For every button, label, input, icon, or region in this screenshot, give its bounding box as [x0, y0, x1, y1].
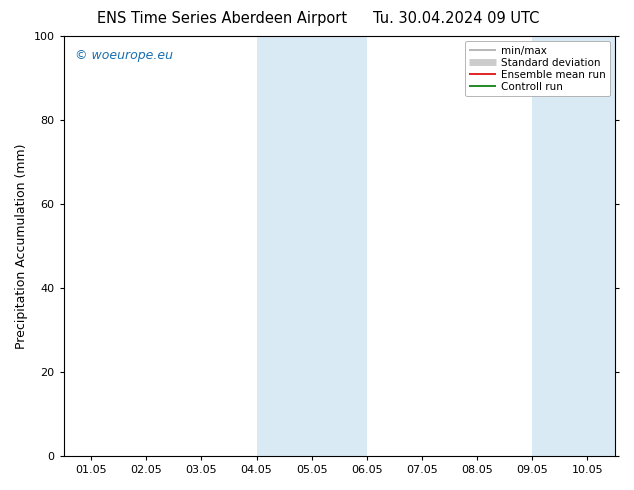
- Y-axis label: Precipitation Accumulation (mm): Precipitation Accumulation (mm): [15, 143, 28, 349]
- Bar: [532, 36, 634, 456]
- Text: ENS Time Series Aberdeen Airport: ENS Time Series Aberdeen Airport: [97, 11, 347, 26]
- Text: Tu. 30.04.2024 09 UTC: Tu. 30.04.2024 09 UTC: [373, 11, 540, 26]
- Bar: [257, 36, 367, 456]
- Legend: min/max, Standard deviation, Ensemble mean run, Controll run: min/max, Standard deviation, Ensemble me…: [465, 41, 610, 96]
- Text: © woeurope.eu: © woeurope.eu: [75, 49, 172, 62]
